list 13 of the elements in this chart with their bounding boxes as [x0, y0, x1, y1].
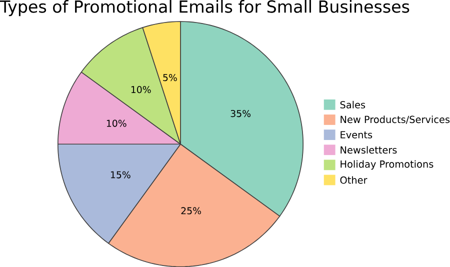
- data-label: 15%: [111, 171, 130, 178]
- data-label: 5%: [163, 74, 177, 82]
- legend-label: New Products/Services: [340, 116, 450, 124]
- legend-label: Events: [340, 131, 372, 138]
- legend-label: Other: [340, 176, 368, 184]
- data-label: 25%: [181, 207, 201, 214]
- legend-label: Holiday Promotions: [340, 160, 434, 170]
- legend-label: Sales: [340, 100, 366, 108]
- data-label: 10%: [131, 86, 151, 94]
- legend-label: Newsletters: [340, 146, 397, 154]
- data-label: 10%: [106, 120, 126, 127]
- data-label: 35%: [230, 110, 251, 118]
- chart-title: Types of Promotional Emails for Small Businesses: [0, 0, 410, 16]
